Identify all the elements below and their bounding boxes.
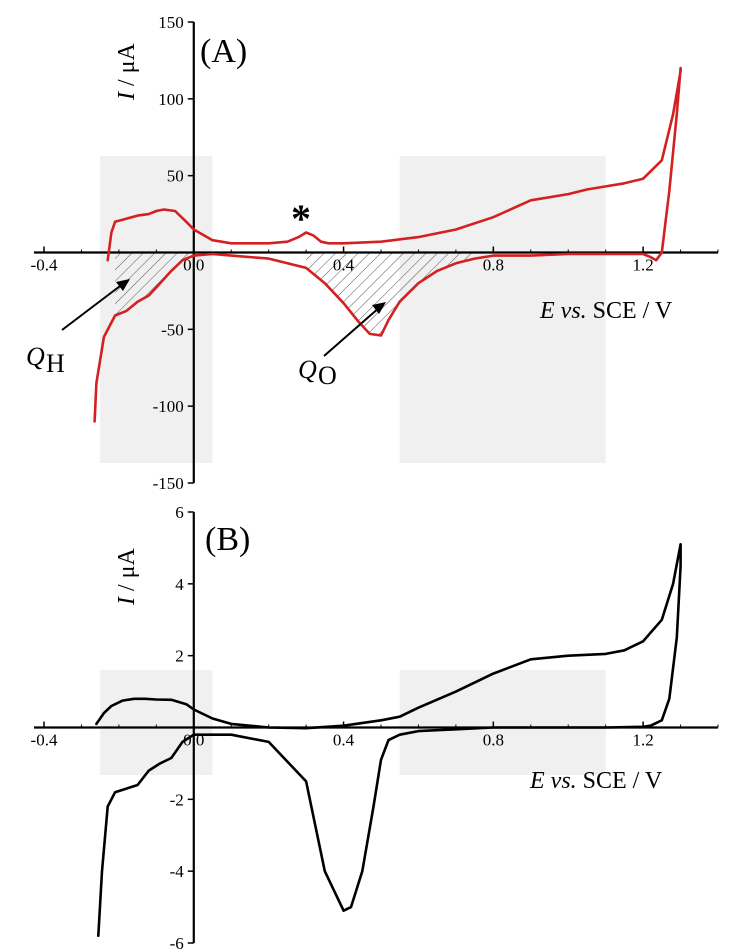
panel-a-x-axis-var: E vs.	[539, 298, 587, 324]
panel-a: -0.4 0.0 0.4 0.8 1.2 -150 -100 -50 50 100 150	[31, 13, 719, 493]
panel-b-y-tick-label: 2	[175, 647, 184, 666]
panel-a-x-tick-label: -0.4	[31, 256, 58, 275]
panel-a-shaded-region-2	[399, 156, 606, 463]
panel-a-y-axis-unit: / μA	[114, 42, 140, 92]
panel-b-y-tick-label: -6	[170, 934, 184, 952]
panel-a-x-axis-unit: SCE / V	[587, 298, 673, 324]
q-h-arrow-line	[61, 282, 125, 331]
panel-b-x-tick-label: -0.4	[31, 731, 58, 750]
panel-b-x-axis-unit: SCE / V	[577, 768, 663, 794]
panel-b-y-axis-title: I / μA	[114, 547, 140, 606]
panel-b-x-tick-label: 0.8	[483, 731, 504, 750]
panel-b-label: (B)	[205, 521, 250, 558]
panel-a-x-tick-label: 0.0	[183, 256, 204, 275]
q-o-arrow-head	[372, 302, 386, 314]
panel-a-y-axis-var: I	[114, 91, 140, 101]
panel-b-voltammogram-line	[95, 543, 682, 938]
q-h-annotation: Q H	[26, 279, 130, 378]
panel-a-x-tick-label: 0.8	[483, 256, 504, 275]
panel-a-x-axis-title: E vs. SCE / V	[539, 298, 673, 324]
q-o-label: Q	[298, 355, 317, 384]
q-o-annotation: Q O	[298, 302, 386, 390]
panel-b-y-axis-unit: / μA	[114, 547, 140, 597]
panel-a-y-tick-label: 50	[167, 167, 184, 186]
panel-b-x-tick-label: 1.2	[632, 731, 653, 750]
panel-a-x-tick-label: 1.2	[632, 256, 653, 275]
panel-b-y-tick-label: 4	[175, 575, 184, 594]
panel-b-x-tick-label: 0.4	[333, 731, 355, 750]
panel-b-y-tick-label: -2	[170, 790, 184, 809]
peak-star-marker: *	[291, 196, 311, 241]
q-h-label: Q	[26, 342, 45, 371]
panel-a-y-tick-label: 150	[158, 13, 184, 32]
q-h-arrow-head	[116, 279, 130, 291]
panel-b-y-tick-label: -4	[170, 862, 185, 881]
panel-a-voltammogram-line	[93, 66, 682, 423]
panel-b-x-axis-var: E vs.	[529, 768, 577, 794]
panel-a-y-tick-label: -150	[153, 474, 184, 493]
panel-a-y-axis-title: I / μA	[114, 42, 140, 101]
panel-a-y-tick-label: 100	[158, 90, 184, 109]
panel-a-y-tick-label: -50	[161, 320, 184, 339]
q-o-subscript: O	[318, 361, 337, 390]
panel-b-x-axis-title: E vs. SCE / V	[529, 768, 663, 794]
panel-a-x-tick-label: 0.4	[333, 256, 355, 275]
q-h-subscript: H	[46, 349, 65, 378]
panel-a-label: (A)	[200, 33, 247, 70]
q-o-arrow-line	[323, 306, 381, 357]
panel-b-shaded-region-2	[399, 670, 606, 775]
panel-a-y-tick-label: -100	[153, 397, 184, 416]
panel-b-y-tick-label: 6	[175, 503, 184, 522]
panel-b-shaded-region-1	[100, 670, 213, 775]
panel-b-y-axis-var: I	[114, 596, 140, 606]
